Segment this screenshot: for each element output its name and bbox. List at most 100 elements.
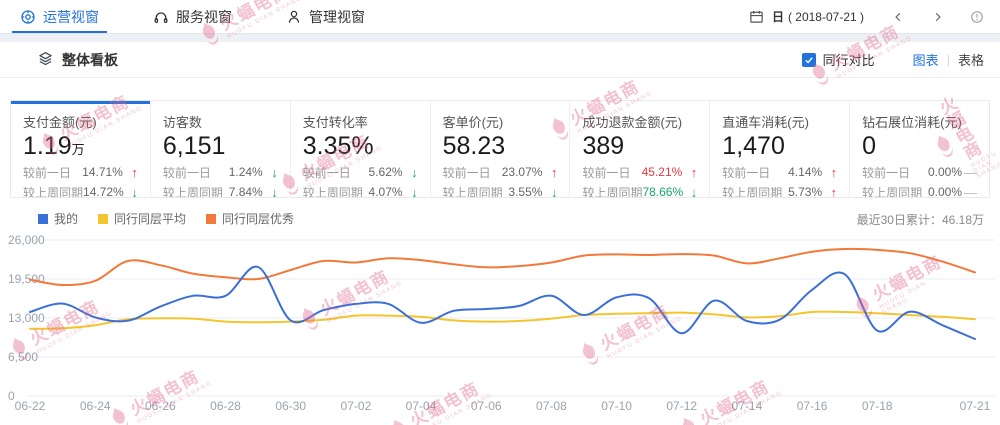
compare-label: 较上周同期 [582, 185, 643, 197]
date-picker[interactable]: 日 ( 2018-07-21 ) [749, 8, 1000, 25]
svg-text:06-24: 06-24 [80, 399, 111, 413]
up-arrow-icon: ↑ [830, 184, 838, 197]
legend-label: 同行同层优秀 [222, 212, 295, 226]
prev-date-button[interactable] [892, 11, 904, 23]
top-nav: 运营视窗 服务视窗 管理视窗 日 ( 2018-07-21 ) [0, 0, 1000, 34]
svg-text:07-10: 07-10 [601, 399, 632, 413]
compare-value: 0.00% [927, 185, 963, 197]
compare-label: 较上周同期 [23, 185, 84, 197]
notice-icon[interactable] [970, 10, 984, 24]
trend-chart[interactable]: 0 6,500 13,000 19,500 26,000 06-22 06-24 06-26 0… [0, 228, 1000, 425]
svg-text:07-21: 07-21 [960, 399, 991, 413]
cumulative-summary: 最近30日累计：46.18万 [856, 213, 984, 227]
svg-text:06-30: 06-30 [275, 399, 306, 413]
svg-text:06-28: 06-28 [210, 399, 241, 413]
peer-compare-checkbox[interactable] [801, 52, 816, 67]
card-value: 1.19万 [23, 132, 85, 160]
card-compare-row: 较上周同期 7.84% ↓ [163, 184, 278, 197]
compare-label: 较上周同期 [722, 185, 783, 197]
compare-label: 较前一日 [302, 165, 351, 180]
svg-text:6,500: 6,500 [8, 350, 38, 364]
compare-label: 较前一日 [862, 165, 911, 180]
management-view-icon [286, 9, 302, 25]
card-value: 58.23 [442, 132, 506, 160]
compare-label: 较前一日 [722, 165, 771, 180]
card-compare-row: 较前一日 4.14% ↑ [722, 164, 837, 181]
svg-text:07-12: 07-12 [666, 399, 697, 413]
peer-compare-label[interactable]: 同行对比 [822, 53, 875, 68]
compare-value: 1.24% [228, 165, 263, 180]
metric-card-3[interactable]: 支付转化率 3.35% 较前一日 5.62% ↓ 较上周同期 4.07% ↓ [291, 101, 431, 197]
nav-tab-label: 服务视窗 [176, 8, 232, 25]
compare-value: 23.07% [501, 165, 543, 180]
table-view-toggle[interactable]: 表格 [957, 53, 984, 68]
svg-text:26,000: 26,000 [8, 233, 45, 247]
metric-card-1[interactable]: 支付金额(元) 1.19万较前一日 14.71% ↑ 较上周同期 14.72% ↓ [11, 101, 151, 197]
next-date-button[interactable] [932, 11, 944, 23]
card-value: 3.35% [302, 132, 374, 160]
calendar-icon[interactable] [749, 9, 764, 24]
compare-value: 5.73% [788, 185, 823, 197]
metric-card-7[interactable]: 钻石展位消耗(元) 0 较前一日 0.00% — 较上周同期 0.00% — [850, 101, 989, 197]
legend-item-3[interactable]: 同行同层优秀 [206, 210, 294, 227]
nav-tab-2[interactable]: 服务视窗 [147, 0, 238, 33]
legend-item-1[interactable]: 我的 [38, 210, 78, 227]
card-title: 直通车消耗(元) [722, 115, 809, 130]
down-arrow-icon: ↓ [271, 164, 278, 180]
card-compare-row: 较前一日 23.07% ↑ [443, 164, 558, 181]
down-arrow-icon: ↓ [271, 184, 278, 197]
metric-card-2[interactable]: 访客数 6,151 较前一日 1.24% ↓ 较上周同期 7.84% ↓ [151, 101, 291, 197]
compare-label: 较上周同期 [442, 185, 503, 197]
legend-swatch [206, 213, 217, 224]
nav-tab-label: 运营视窗 [43, 8, 99, 25]
card-title: 访客数 [162, 115, 202, 130]
toggle-separator: | [946, 52, 950, 67]
svg-text:07-02: 07-02 [341, 399, 372, 413]
card-title: 钻石展位消耗(元) [862, 115, 962, 130]
down-arrow-icon: ↓ [411, 164, 418, 180]
legend-swatch [98, 213, 109, 224]
card-compare-row: 较上周同期 0.00% — [862, 184, 977, 197]
card-title: 支付金额(元) [23, 115, 97, 130]
compare-value: 7.84% [228, 185, 263, 197]
card-unit: 万 [71, 142, 85, 157]
board-header: 整体看板 同行对比 图表 | 表格 [0, 42, 1000, 78]
svg-text:06-22: 06-22 [15, 399, 46, 413]
card-compare-row: 较上周同期 14.72% ↓ [23, 184, 138, 197]
card-value: 389 [582, 132, 625, 160]
card-value: 6,151 [162, 132, 226, 160]
metric-card-5[interactable]: 成功退款金额(元) 389 较前一日 45.21% ↑ 较上周同期 78.66% ↓ [570, 101, 711, 197]
card-compare-row: 较上周同期 3.55% ↓ [443, 184, 558, 197]
up-arrow-icon: ↑ [690, 164, 698, 180]
compare-value: 4.14% [788, 165, 823, 180]
down-arrow-icon: ↓ [411, 184, 418, 197]
compare-value: 14.72% [83, 185, 124, 197]
card-value: 1,470 [722, 132, 785, 160]
up-arrow-icon: ↑ [131, 164, 138, 180]
compare-label: 较上周同期 [302, 185, 363, 197]
operations-view-icon [20, 9, 36, 25]
svg-text:07-06: 07-06 [471, 399, 502, 413]
metric-cards: 支付金额(元) 1.19万 较前一日 14.71% ↑ 较上周同期 14.72% ↓ 访客数 6,… [10, 100, 990, 198]
metric-card-6[interactable]: 直通车消耗(元) 1,470 较前一日 4.14% ↑ 较上周同期 5.73% ↑ [710, 101, 851, 197]
svg-text:07-16: 07-16 [797, 399, 828, 413]
board-title-group: 整体看板 [38, 50, 118, 70]
compare-label: 较前一日 [442, 165, 491, 180]
service-view-icon [153, 9, 169, 25]
chart-legend: 我的 同行同层平均 同行同层优秀 [38, 210, 294, 227]
chart-view-toggle[interactable]: 图表 [912, 53, 939, 68]
metric-card-4[interactable]: 客单价(元) 58.23 较前一日 23.07% ↑ 较上周同期 3.55% ↓ [431, 101, 571, 197]
card-compare-row: 较前一日 1.24% ↓ [163, 164, 278, 181]
selected-indicator [11, 101, 150, 104]
svg-text:07-08: 07-08 [536, 399, 567, 413]
compare-label: 较上周同期 [862, 185, 923, 197]
legend-label: 我的 [54, 212, 79, 226]
date-granularity[interactable]: 日 [771, 10, 784, 24]
nav-tab-1[interactable]: 运营视窗 [12, 0, 107, 33]
down-arrow-icon: ↓ [690, 184, 698, 197]
compare-value: 78.66% [642, 185, 684, 197]
legend-item-2[interactable]: 同行同层平均 [98, 210, 186, 227]
nav-tab-3[interactable]: 管理视窗 [280, 0, 371, 33]
card-value: 0 [862, 132, 877, 160]
card-compare-row: 较前一日 14.71% ↑ [23, 164, 138, 181]
